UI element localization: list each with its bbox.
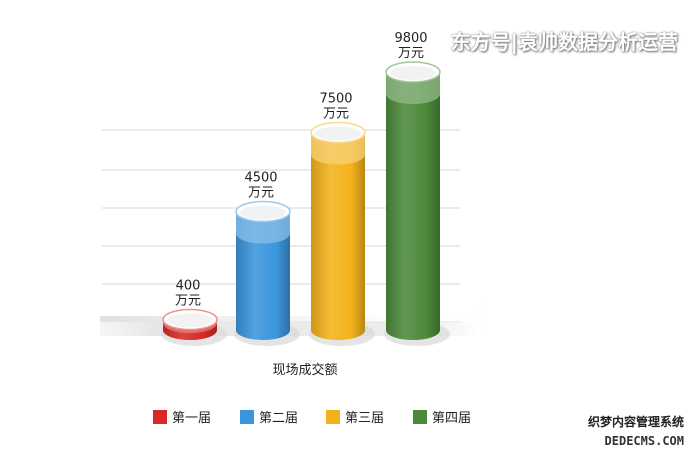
legend-label-2: 第二届 bbox=[259, 411, 298, 426]
x-axis-label: 现场成交额 bbox=[272, 362, 337, 378]
legend-item-1: 第一届 bbox=[153, 410, 211, 426]
legend-swatch-4 bbox=[413, 410, 427, 424]
data-label-4: 9800 万元 bbox=[394, 31, 427, 61]
bar-1 bbox=[161, 308, 227, 346]
bars bbox=[161, 61, 450, 346]
data-labels: 400 万元 4500 万元 7500 万元 9800 万元 bbox=[175, 31, 428, 308]
bar-top-inner-3 bbox=[315, 126, 361, 141]
bar-4 bbox=[384, 61, 450, 346]
bar-body-4 bbox=[386, 72, 440, 340]
watermark-bottom-line1: 织梦内容管理系统 bbox=[587, 415, 684, 429]
legend-swatch-1 bbox=[153, 410, 167, 424]
bar-body-2 bbox=[236, 211, 290, 340]
legend-label-3: 第三届 bbox=[345, 411, 384, 426]
legend-label-1: 第一届 bbox=[172, 411, 211, 426]
data-label-3: 7500 万元 bbox=[319, 92, 352, 122]
data-label-2: 4500 万元 bbox=[244, 171, 277, 201]
bar-3 bbox=[309, 121, 375, 346]
bar-2 bbox=[234, 200, 300, 346]
legend-item-2: 第二届 bbox=[240, 410, 298, 426]
bar-top-inner-1 bbox=[167, 313, 213, 328]
legend-swatch-3 bbox=[326, 410, 340, 424]
legend-label-4: 第四届 bbox=[432, 411, 471, 426]
bar-top-inner-4 bbox=[390, 66, 436, 80]
data-label-1: 400 万元 bbox=[175, 278, 201, 308]
legend-item-4: 第四届 bbox=[413, 410, 471, 426]
bar-top-inner-2 bbox=[240, 205, 286, 220]
watermark-top: 东方号|袁帅数据分析运营 bbox=[450, 30, 678, 54]
legend-item-3: 第三届 bbox=[326, 410, 384, 426]
legend-swatch-2 bbox=[240, 410, 254, 424]
legend: 第一届 第二届 第三届 第四届 bbox=[153, 410, 471, 426]
bar-body-3 bbox=[311, 132, 365, 340]
watermark-bottom-line2: DEDECMS.COM bbox=[604, 434, 684, 448]
